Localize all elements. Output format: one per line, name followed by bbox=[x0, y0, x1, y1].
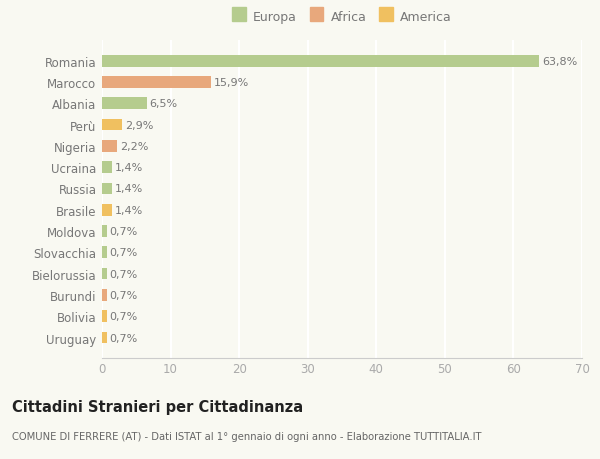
Text: 1,4%: 1,4% bbox=[115, 205, 143, 215]
Bar bbox=[102, 141, 117, 152]
Text: 0,7%: 0,7% bbox=[110, 333, 138, 343]
Bar bbox=[102, 119, 122, 131]
Text: 0,7%: 0,7% bbox=[110, 312, 138, 321]
Text: 2,9%: 2,9% bbox=[125, 120, 153, 130]
Text: 1,4%: 1,4% bbox=[115, 184, 143, 194]
Bar bbox=[102, 226, 107, 237]
Text: 2,2%: 2,2% bbox=[120, 141, 148, 151]
Text: 63,8%: 63,8% bbox=[542, 56, 577, 67]
Text: Cittadini Stranieri per Cittadinanza: Cittadini Stranieri per Cittadinanza bbox=[12, 399, 303, 414]
Bar bbox=[102, 247, 107, 258]
Bar bbox=[102, 183, 112, 195]
Bar bbox=[102, 311, 107, 322]
Bar bbox=[102, 290, 107, 301]
Text: 15,9%: 15,9% bbox=[214, 78, 249, 88]
Text: COMUNE DI FERRERE (AT) - Dati ISTAT al 1° gennaio di ogni anno - Elaborazione TU: COMUNE DI FERRERE (AT) - Dati ISTAT al 1… bbox=[12, 431, 482, 442]
Text: 0,7%: 0,7% bbox=[110, 248, 138, 258]
Bar bbox=[102, 77, 211, 89]
Bar bbox=[102, 204, 112, 216]
Legend: Europa, Africa, America: Europa, Africa, America bbox=[232, 11, 452, 24]
Text: 0,7%: 0,7% bbox=[110, 269, 138, 279]
Bar bbox=[102, 98, 146, 110]
Bar bbox=[102, 56, 539, 67]
Text: 6,5%: 6,5% bbox=[149, 99, 178, 109]
Text: 0,7%: 0,7% bbox=[110, 290, 138, 300]
Bar bbox=[102, 268, 107, 280]
Bar bbox=[102, 162, 112, 174]
Bar bbox=[102, 332, 107, 344]
Text: 0,7%: 0,7% bbox=[110, 227, 138, 236]
Text: 1,4%: 1,4% bbox=[115, 163, 143, 173]
